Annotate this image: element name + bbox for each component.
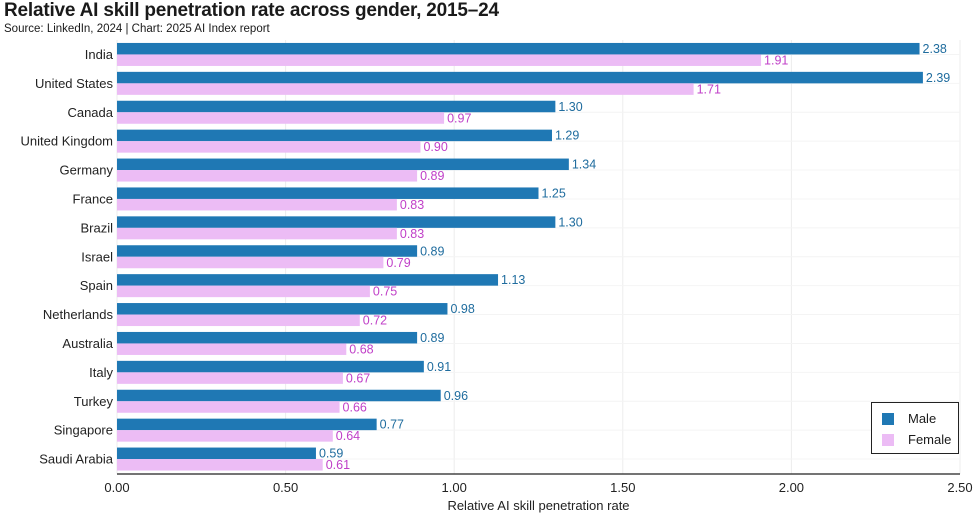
bar-male[interactable] — [117, 389, 441, 402]
category-label: Singapore — [54, 423, 113, 438]
bar-female[interactable] — [117, 54, 762, 66]
category-label: Spain — [80, 278, 113, 293]
x-tick-label: 0.00 — [104, 480, 129, 495]
bar-female[interactable] — [117, 83, 694, 95]
value-label-male: 1.29 — [555, 129, 579, 143]
category-label: Germany — [60, 163, 114, 178]
category-label: Australia — [62, 336, 113, 351]
category-label: Canada — [67, 105, 113, 120]
bar-male[interactable] — [117, 42, 920, 55]
legend-swatch-female — [882, 433, 894, 446]
value-label-female: 0.97 — [447, 111, 471, 125]
bar-male[interactable] — [117, 331, 418, 344]
bar-female[interactable] — [117, 198, 397, 211]
value-label-male: 1.34 — [572, 158, 596, 172]
chart-subtitle: Source: LinkedIn, 2024 | Chart: 2025 AI … — [4, 23, 270, 35]
x-tick-label: 1.00 — [442, 480, 467, 495]
value-label-female: 0.83 — [400, 198, 424, 212]
bar-male[interactable] — [117, 71, 923, 84]
value-label-male: 2.38 — [923, 42, 947, 56]
value-label-male: 0.89 — [420, 244, 444, 258]
bar-male[interactable] — [117, 303, 448, 315]
legend-swatch-male — [882, 412, 894, 425]
value-label-male: 1.30 — [558, 100, 582, 114]
value-label-female: 0.75 — [373, 285, 397, 299]
value-label-female: 1.91 — [764, 53, 788, 67]
value-label-female: 0.79 — [386, 256, 410, 270]
value-label-male: 2.39 — [926, 71, 950, 85]
bar-female[interactable] — [117, 401, 340, 413]
category-label: Italy — [89, 365, 113, 380]
x-tick-label: 1.50 — [610, 480, 635, 495]
category-label: United Kingdom — [21, 134, 114, 149]
value-label-female: 0.61 — [326, 458, 350, 472]
value-label-female: 0.64 — [336, 429, 360, 443]
value-label-female: 0.68 — [349, 342, 373, 356]
x-tick-label: 2.50 — [947, 480, 972, 495]
bar-female[interactable] — [117, 170, 418, 182]
value-label-female: 0.90 — [423, 140, 447, 154]
value-label-male: 1.13 — [501, 273, 525, 287]
value-label-male: 0.91 — [427, 360, 451, 374]
category-label: India — [85, 47, 114, 62]
x-tick-label: 0.50 — [273, 480, 298, 495]
category-label: United States — [35, 76, 114, 91]
bar-male[interactable] — [117, 274, 499, 286]
bar-female[interactable] — [117, 343, 347, 355]
value-label-female: 0.89 — [420, 169, 444, 183]
bar-female[interactable] — [117, 256, 384, 269]
bar-male[interactable] — [117, 187, 539, 199]
bar-male[interactable] — [117, 129, 552, 142]
legend-item-male[interactable]: Male — [882, 411, 936, 426]
bar-female[interactable] — [117, 314, 360, 327]
value-label-female: 0.72 — [363, 314, 387, 328]
value-label-male: 1.25 — [542, 186, 566, 200]
value-label-female: 0.66 — [343, 400, 367, 414]
bar-female[interactable] — [117, 372, 343, 384]
category-label: Turkey — [74, 394, 114, 409]
bar-female[interactable] — [117, 459, 323, 471]
bar-female[interactable] — [117, 430, 333, 442]
value-label-male: 1.30 — [558, 215, 582, 229]
bar-female[interactable] — [117, 227, 397, 240]
bar-male[interactable] — [117, 100, 556, 113]
category-label: France — [73, 191, 113, 206]
bar-male[interactable] — [117, 158, 569, 171]
value-label-male: 0.77 — [380, 418, 404, 432]
bar-male[interactable] — [117, 360, 424, 373]
value-label-female: 0.83 — [400, 227, 424, 241]
bar-female[interactable] — [117, 285, 370, 298]
legend-label-female: Female — [908, 432, 952, 447]
legend-label-male: Male — [908, 411, 937, 426]
category-label: Brazil — [80, 220, 113, 235]
legend-item-female[interactable]: Female — [882, 432, 951, 447]
value-label-male: 0.98 — [450, 302, 474, 316]
legend: Male Female — [871, 402, 959, 454]
value-label-male: 0.59 — [319, 447, 343, 461]
bar-female[interactable] — [117, 112, 445, 124]
bars — [117, 42, 923, 471]
category-label: Israel — [81, 249, 113, 264]
value-label-female: 1.71 — [697, 82, 721, 96]
value-label-male: 0.89 — [420, 331, 444, 345]
bar-male[interactable] — [117, 216, 556, 228]
bar-female[interactable] — [117, 141, 421, 153]
x-tick-label: 2.00 — [779, 480, 804, 495]
labels: 0.00 0.50 1.00 1.50 2.00 2.50 2.38 1.91 India 2.3… — [21, 42, 973, 495]
bar-male[interactable] — [117, 418, 377, 431]
x-axis-title: Relative AI skill penetration rate — [447, 498, 629, 513]
category-label: Netherlands — [43, 307, 114, 322]
value-label-female: 0.67 — [346, 371, 370, 385]
value-label-male: 0.96 — [444, 389, 468, 403]
bar-male[interactable] — [117, 245, 418, 257]
category-label: Saudi Arabia — [39, 452, 113, 467]
bar-male[interactable] — [117, 447, 316, 460]
chart-title: Relative AI skill penetration rate acros… — [4, 0, 499, 21]
